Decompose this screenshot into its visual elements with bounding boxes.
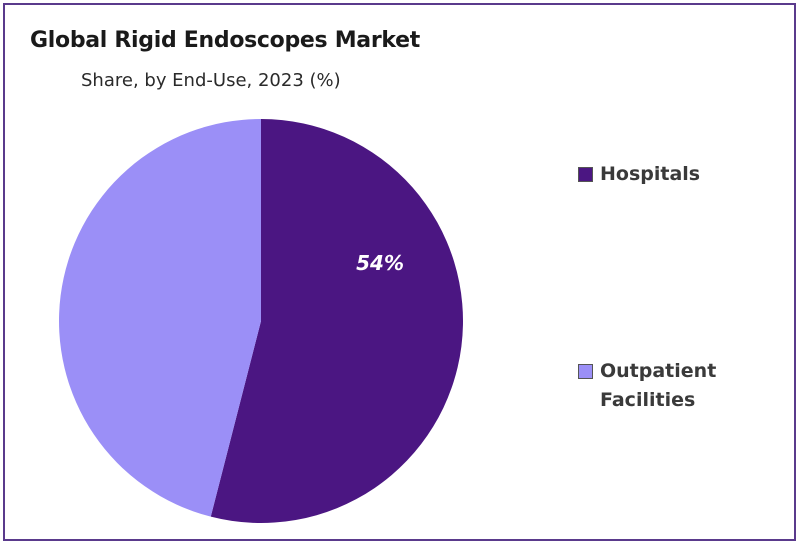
data-label-hospitals: 54% [356, 251, 404, 275]
legend-label-outpatient-facilities: Outpatient Facilities [600, 357, 716, 415]
legend-swatch-outpatient-facilities [578, 364, 593, 379]
pie-slice-outpatient-facilities [59, 119, 261, 517]
legend-swatch-hospitals [578, 167, 593, 182]
legend-label-hospitals: Hospitals [600, 163, 701, 185]
chart-title: Global Rigid Endoscopes Market [30, 28, 420, 53]
legend-label-line-1: Outpatient [600, 360, 717, 382]
pie-slice-hospitals [210, 119, 463, 524]
legend-label-line-2: Facilities [600, 389, 696, 411]
chart-subtitle: Share, by End-Use, 2023 (%) [81, 70, 341, 91]
